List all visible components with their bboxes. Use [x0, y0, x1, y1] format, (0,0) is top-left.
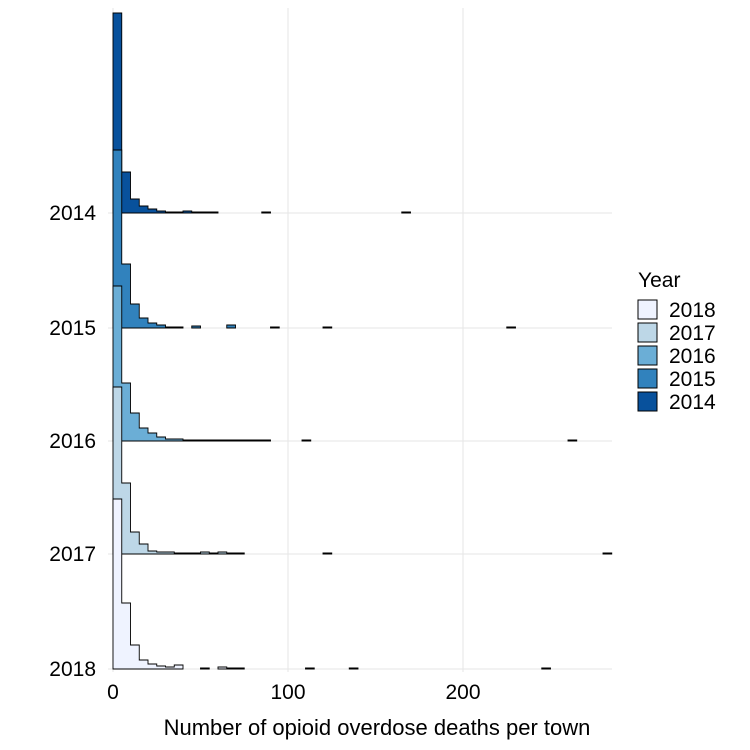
legend-label: 2017: [669, 322, 716, 345]
histogram-bin-run: [261, 211, 271, 214]
legend-swatch: [637, 368, 658, 389]
ridge-2014: [112, 12, 411, 214]
histogram-bin-run: [322, 552, 333, 555]
legend-swatch: [637, 391, 658, 412]
legend-label: 2014: [669, 391, 716, 414]
histogram-bin-run: [270, 326, 280, 329]
y-tick-label: 2014: [49, 202, 96, 225]
histogram-bin-run: [301, 439, 312, 442]
grid-lines: [108, 8, 612, 672]
legend-swatch: [637, 299, 658, 320]
ridge-histograms: [112, 12, 613, 670]
histogram-bin-run: [112, 12, 219, 214]
histogram-bin-run: [112, 149, 184, 329]
legend-label: 2015: [669, 368, 716, 391]
histogram-bin-run: [200, 667, 210, 670]
y-tick-label: 2017: [49, 543, 96, 566]
y-tick-label: 2016: [49, 430, 96, 453]
histogram-bin-run: [217, 666, 245, 670]
ridge-2015: [112, 149, 516, 329]
ridge-2017: [112, 386, 613, 555]
histogram-bin-run: [112, 498, 184, 670]
x-tick-label: 200: [445, 681, 480, 704]
histogram-bin-run: [401, 211, 411, 214]
histogram-bin-run: [112, 285, 271, 442]
histogram-bin-run: [506, 326, 516, 329]
ridge-2018: [112, 498, 551, 670]
y-axis-tick-labels: 2014 2015 2016 2017 2018: [49, 202, 96, 681]
histogram-bin-run: [226, 324, 236, 329]
histogram-bin-run: [191, 325, 201, 329]
legend-swatch: [637, 322, 658, 343]
histogram-bin-run: [305, 667, 315, 670]
histogram-bin-run: [541, 667, 551, 670]
histogram-bin-run: [567, 439, 578, 442]
histogram-bin-run: [112, 386, 245, 555]
histogram-bin-run: [602, 552, 613, 555]
x-axis-title: Number of opioid overdose deaths per tow…: [164, 715, 591, 740]
legend-label: 2016: [669, 345, 716, 368]
x-axis-tick-labels: 0 100 200: [107, 681, 480, 704]
legend-title: Year: [638, 269, 680, 292]
x-tick-label: 100: [270, 681, 305, 704]
legend-label: 2018: [669, 299, 716, 322]
histogram-bin-run: [348, 667, 359, 670]
x-tick-label: 0: [107, 681, 119, 704]
y-tick-label: 2018: [49, 658, 96, 681]
ridge-2016: [112, 285, 578, 442]
y-tick-label: 2015: [49, 317, 96, 340]
legend-swatch: [637, 345, 658, 366]
histogram-bin-run: [322, 326, 333, 329]
